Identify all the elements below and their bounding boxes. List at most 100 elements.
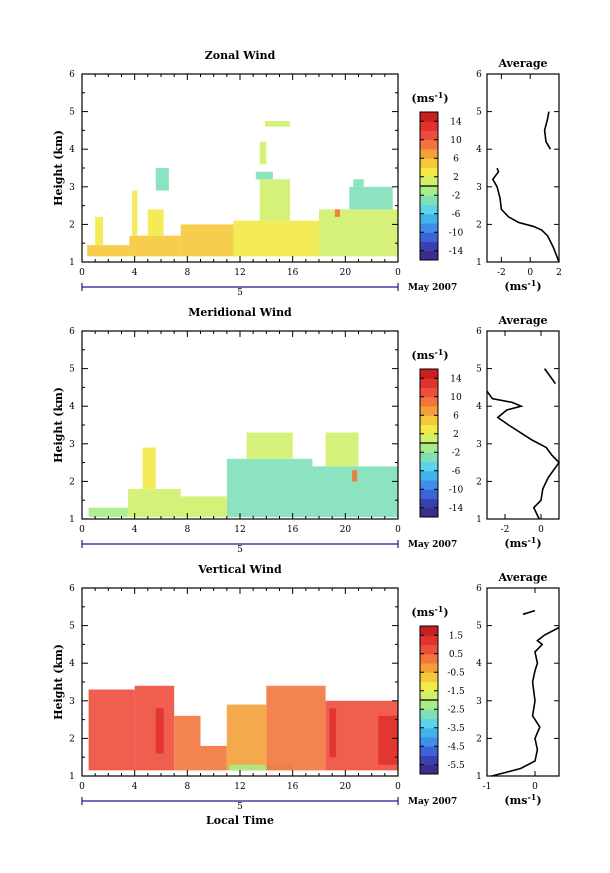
day-label: 5 <box>237 288 243 298</box>
colorbar-swatch <box>420 250 438 261</box>
colorbar-tick-label: -14 <box>449 504 464 514</box>
average-x-tick-label: 0 <box>538 525 544 535</box>
colorbar-tick-label: -0.5 <box>447 668 465 678</box>
average-panel: Average 1 2 3 4 5 6 -2 0 2 (ms-1) <box>476 57 562 293</box>
x-tick-label: 12 <box>234 782 245 792</box>
colorbar-swatch <box>420 195 438 205</box>
heatmap-cell <box>378 715 398 765</box>
colorbar-swatch <box>420 672 438 682</box>
y-tick-label: 3 <box>69 697 75 707</box>
colorbar-swatch <box>420 498 438 509</box>
colorbar-swatch <box>420 424 438 435</box>
colorbar-tick-label: -6 <box>452 467 461 477</box>
colorbar-swatch <box>420 470 438 481</box>
colorbar-swatch <box>420 718 438 729</box>
y-tick-label: 6 <box>69 584 75 594</box>
heatmap-cell <box>87 245 130 257</box>
heatmap-cell <box>180 496 227 518</box>
colorbar-swatch <box>420 149 438 159</box>
average-x-tick-label: -2 <box>497 268 506 278</box>
y-tick-label: 1 <box>69 772 75 782</box>
y-tick-label: 3 <box>69 440 75 450</box>
colorbar-swatch <box>420 130 438 141</box>
date-label: May 2007 <box>408 540 457 550</box>
colorbar: (ms-1) 14 10 6 2 -2 -6 -10 -14 <box>411 347 464 518</box>
colorbar-tick-label: -2 <box>452 191 461 201</box>
colorbar-tick-label: -3.5 <box>447 724 465 734</box>
y-tick-label: 4 <box>69 659 75 669</box>
x-tick-label: 16 <box>287 525 299 535</box>
heatmap-cell <box>319 209 398 257</box>
date-label: May 2007 <box>408 283 457 293</box>
y-tick-label: 6 <box>69 327 75 337</box>
x-tick-label: 0 <box>79 525 85 535</box>
colorbar-tick-label: -10 <box>449 228 464 238</box>
colorbar-swatch <box>420 626 438 636</box>
colorbar-swatch <box>420 737 438 747</box>
colorbar: (ms-1) 1.5 0.5 -0.5 -1.5 -2.5 -3.5 -4.5 -5.5 <box>411 604 465 775</box>
colorbar-unit: (ms-1) <box>411 347 448 362</box>
colorbar-tick-label: 2 <box>453 173 459 183</box>
average-y-tick-label: 6 <box>476 584 482 594</box>
average-y-tick-label: 4 <box>476 402 482 412</box>
colorbar-tick-label: 2 <box>453 430 459 440</box>
y-tick-label: 1 <box>69 258 75 268</box>
colorbar-swatch <box>420 461 438 472</box>
average-x-unit: (ms-1) <box>504 278 541 293</box>
heatmap-cell <box>226 458 313 518</box>
average-frame <box>486 587 560 777</box>
average-y-tick-label: 5 <box>476 108 482 118</box>
average-y-tick-label: 5 <box>476 365 482 375</box>
average-title: Average <box>497 314 547 327</box>
x-tick-label: 4 <box>132 268 138 278</box>
average-x-tick-label: 0 <box>532 782 538 792</box>
average-y-tick-label: 2 <box>476 220 482 230</box>
x-tick-label: 12 <box>234 268 245 278</box>
heatmap-cell <box>147 209 164 236</box>
heatmap-cell <box>155 168 169 191</box>
heatmap-cells <box>87 121 398 257</box>
x-tick-label: 0 <box>395 782 401 792</box>
colorbar-swatch <box>420 764 438 775</box>
colorbar-swatch <box>420 663 438 673</box>
y-tick-label: 5 <box>69 365 75 375</box>
colorbar-tick-label: -2.5 <box>447 705 465 715</box>
y-tick-label: 2 <box>69 734 75 744</box>
colorbar-tick-label: 14 <box>450 374 462 384</box>
average-title: Average <box>497 57 547 70</box>
heatmap-cell <box>259 179 291 221</box>
colorbar-swatch <box>420 690 438 701</box>
average-x-tick-label: -2 <box>501 525 510 535</box>
heatmap-cell <box>349 186 393 210</box>
heatmap-cell <box>174 715 201 771</box>
date-label: May 2007 <box>408 797 457 807</box>
x-tick-label: 8 <box>184 525 190 535</box>
heatmap-cell <box>229 764 293 771</box>
colorbar: (ms-1) 14 10 6 2 -2 -6 -10 -14 <box>411 90 464 261</box>
colorbar-swatch <box>420 167 438 178</box>
colorbar-swatch <box>420 112 438 122</box>
x-tick-label: 12 <box>234 525 245 535</box>
colorbar-swatch <box>420 489 438 499</box>
average-y-tick-label: 6 <box>476 327 482 337</box>
average-y-tick-label: 3 <box>476 440 482 450</box>
colorbar-swatch <box>420 204 438 215</box>
average-panel: Average 1 2 3 4 5 6 -1 0(ms-1) <box>476 571 560 807</box>
heatmap-cell <box>353 179 364 187</box>
colorbar-tick-label: 10 <box>450 136 462 146</box>
heatmap-cell <box>265 121 291 127</box>
colorbar-tick-label: 14 <box>450 117 462 127</box>
average-x-tick-label: 2 <box>556 268 562 278</box>
colorbar-swatch <box>420 176 438 187</box>
colorbar-swatch <box>420 635 438 645</box>
average-y-tick-label: 2 <box>476 734 482 744</box>
colorbar-unit: (ms-1) <box>411 604 448 619</box>
heatmap-cell <box>329 708 337 758</box>
y-tick-label: 4 <box>69 145 75 155</box>
y-tick-label: 5 <box>69 108 75 118</box>
colorbar-swatch <box>420 223 438 233</box>
x-tick-label: 20 <box>340 525 352 535</box>
x-tick-label: 0 <box>79 268 85 278</box>
